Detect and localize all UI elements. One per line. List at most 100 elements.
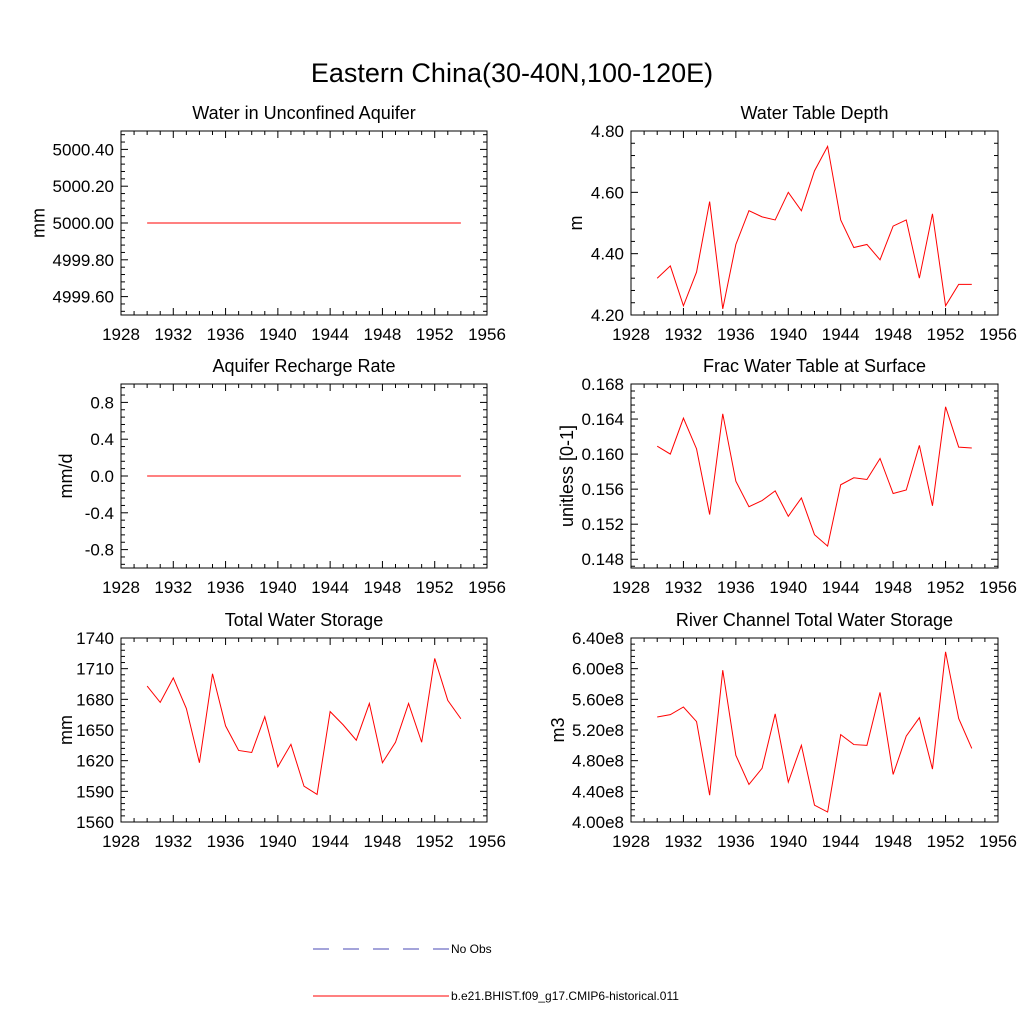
x-tick-label: 1956: [468, 325, 506, 344]
y-tick-label: 1590: [76, 782, 114, 801]
series-line: [656, 144, 972, 309]
x-tick-label: 1940: [259, 832, 297, 851]
y-tick-label: 1680: [76, 690, 114, 709]
x-tick-label: 1940: [769, 832, 807, 851]
x-tick-label: 1952: [927, 832, 965, 851]
y-tick-label: 0.168: [581, 375, 624, 394]
y-tick-label: 4999.60: [53, 288, 114, 307]
panel-6: River Channel Total Water Storage 1928 193…: [548, 610, 1017, 851]
y-tick-label: 0.0: [90, 467, 114, 486]
panel-1: Water in Unconfined Aquifer 1928 1932 1936 1…: [29, 103, 506, 344]
series-line: [657, 651, 973, 813]
panel-5: Total Water Storage 1928 1932 1936 1940 1944 1…: [56, 610, 506, 851]
x-tick-label: 1948: [364, 325, 402, 344]
x-tick-label: 1928: [612, 578, 650, 597]
x-tick-label: 1928: [102, 325, 140, 344]
y-tick-label: 4999.80: [53, 251, 114, 270]
panels: Water in Unconfined Aquifer 1928 1932 1936 1…: [29, 103, 1017, 851]
figure-title: Eastern China(30-40N,100-120E): [311, 58, 713, 88]
x-tick-label: 1936: [717, 832, 755, 851]
x-tick-label: 1948: [364, 832, 402, 851]
x-tick-label: 1936: [207, 832, 245, 851]
y-tick-label: 1710: [76, 660, 114, 679]
series-line: [146, 658, 462, 796]
y-tick-label: 0.164: [581, 410, 624, 429]
x-tick-label: 1948: [874, 832, 912, 851]
y-tick-label: 5.20e8: [572, 721, 624, 740]
plot-frame: [120, 637, 488, 823]
y-axis-label: mm: [56, 715, 76, 745]
plot-frame: [630, 383, 999, 569]
x-tick-label: 1936: [207, 578, 245, 597]
y-tick-label: 6.40e8: [572, 629, 624, 648]
x-tick-label: 1932: [665, 578, 703, 597]
panel-title: River Channel Total Water Storage: [676, 610, 953, 630]
x-tick-label: 1940: [259, 578, 297, 597]
y-tick-label: 0.152: [581, 515, 624, 534]
x-tick-label: 1940: [259, 325, 297, 344]
x-tick-label: 1936: [717, 578, 755, 597]
series-line: [656, 406, 972, 548]
x-tick-label: 1936: [207, 325, 245, 344]
x-tick-label: 1928: [612, 325, 650, 344]
y-tick-label: 1740: [76, 629, 114, 648]
y-tick-label: 4.20: [591, 306, 624, 325]
x-tick-label: 1932: [154, 325, 192, 344]
x-tick-label: 1956: [468, 578, 506, 597]
x-tick-label: 1952: [927, 578, 965, 597]
x-tick-label: 1940: [769, 325, 807, 344]
legend: No Obs b.e21.BHIST.f09_g17.CMIP6-historic…: [313, 942, 679, 1003]
y-tick-label: 6.00e8: [572, 660, 624, 679]
legend-entry: No Obs: [313, 942, 492, 956]
x-tick-label: 1944: [822, 832, 860, 851]
x-tick-label: 1944: [311, 832, 349, 851]
x-tick-label: 1932: [665, 325, 703, 344]
y-tick-label: 5000.40: [53, 140, 114, 159]
x-tick-label: 1952: [927, 325, 965, 344]
x-tick-label: 1928: [102, 832, 140, 851]
x-tick-label: 1948: [874, 325, 912, 344]
x-tick-label: 1932: [665, 832, 703, 851]
y-tick-label: 0.156: [581, 480, 624, 499]
y-tick-label: 4.60: [591, 183, 624, 202]
panel-title: Water Table Depth: [740, 103, 888, 123]
y-axis-label: m3: [548, 717, 568, 742]
y-tick-label: 4.80: [591, 122, 624, 141]
panel-4: Frac Water Table at Surface 1928 1932 1936 1…: [557, 356, 1017, 597]
y-tick-label: 4.40: [591, 245, 624, 264]
x-tick-label: 1948: [364, 578, 402, 597]
y-tick-label: 1620: [76, 752, 114, 771]
x-tick-label: 1940: [769, 578, 807, 597]
x-tick-label: 1944: [822, 325, 860, 344]
x-tick-label: 1928: [102, 578, 140, 597]
y-tick-label: 4.40e8: [572, 782, 624, 801]
y-tick-label: 5000.20: [53, 177, 114, 196]
y-tick-label: 4.00e8: [572, 813, 624, 832]
x-tick-label: 1952: [416, 325, 454, 344]
x-tick-label: 1928: [612, 832, 650, 851]
x-tick-label: 1936: [717, 325, 755, 344]
y-tick-label: 4.80e8: [572, 752, 624, 771]
panel-2: Water Table Depth 1928 1932 1936 1940 1944 194…: [566, 103, 1017, 344]
x-tick-label: 1944: [311, 325, 349, 344]
y-tick-label: 0.4: [90, 430, 114, 449]
panel-title: Aquifer Recharge Rate: [212, 356, 395, 376]
panel-title: Water in Unconfined Aquifer: [192, 103, 415, 123]
x-tick-label: 1944: [311, 578, 349, 597]
y-tick-label: 5.60e8: [572, 690, 624, 709]
y-tick-label: 1650: [76, 721, 114, 740]
y-axis-label: m: [566, 216, 586, 231]
x-tick-label: 1956: [979, 325, 1017, 344]
y-tick-label: -0.8: [85, 541, 114, 560]
y-tick-label: 1560: [76, 813, 114, 832]
y-tick-label: 0.160: [581, 445, 624, 464]
panel-3: Aquifer Recharge Rate 1928 1932 1936 1940 194…: [56, 356, 506, 597]
x-tick-label: 1932: [154, 832, 192, 851]
x-tick-label: 1956: [468, 832, 506, 851]
x-tick-label: 1948: [874, 578, 912, 597]
legend-label: b.e21.BHIST.f09_g17.CMIP6-historical.011: [451, 989, 679, 1003]
legend-label: No Obs: [451, 942, 492, 956]
y-tick-label: 5000.00: [53, 214, 114, 233]
x-tick-label: 1944: [822, 578, 860, 597]
